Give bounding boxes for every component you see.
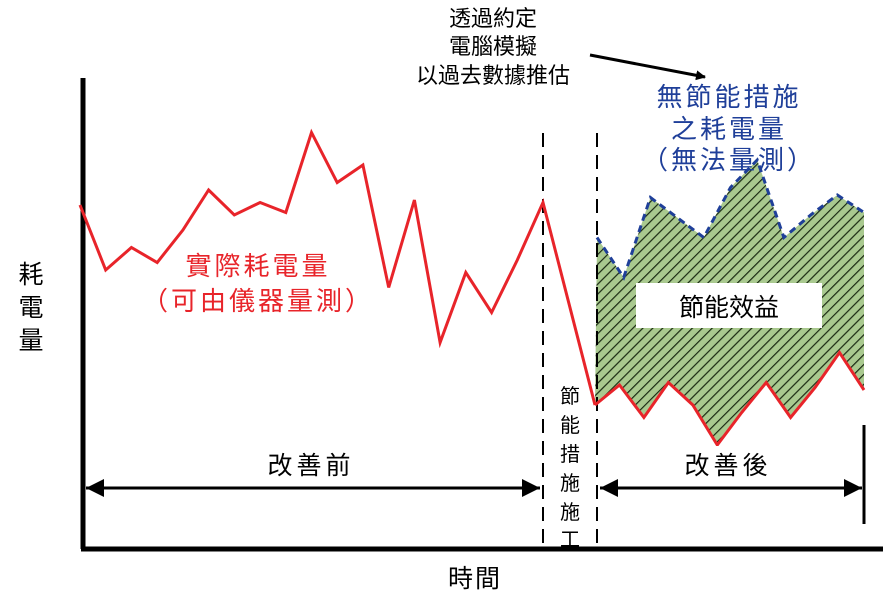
implementation-char: 能	[560, 413, 580, 437]
y-axis-label-char: 耗	[18, 260, 43, 289]
actual-consumption-line-after	[594, 349, 866, 448]
baseline-label-line: 之耗電量	[671, 115, 787, 145]
annotation-line: 以過去數據推估	[416, 64, 570, 89]
baseline-label: 無節能措施 之耗電量 （無法量測）	[642, 83, 816, 176]
y-axis-label-char: 量	[18, 326, 43, 355]
actual-label-line: （可由儀器量測）	[142, 287, 374, 317]
actual-label: 實際耗電量 （可由儀器量測）	[142, 252, 374, 317]
implementation-char: 施	[560, 500, 580, 524]
baseline-consumption-line	[595, 157, 865, 281]
annotation-line: 透過約定	[449, 7, 537, 32]
annotation-arrow	[589, 53, 706, 81]
after-arrow-right-head	[844, 479, 862, 497]
implementation-char: 施	[560, 471, 580, 495]
before-arrow-left-head	[86, 479, 104, 497]
implementation-char: 措	[560, 442, 580, 466]
before-label-bg	[250, 446, 370, 482]
implementation-label: 節 能 措 施 施 工	[560, 384, 580, 551]
annotation-line: 電腦模擬	[449, 35, 537, 60]
y-axis-label-char: 電	[18, 293, 43, 322]
y-axis-label: 耗 電 量	[18, 260, 43, 355]
before-arrow-right-head	[522, 479, 540, 497]
savings-label: 節能效益	[679, 293, 779, 322]
baseline-label-line: （無法量測）	[642, 146, 816, 176]
x-axis-label: 時間	[448, 564, 502, 591]
annotation: 透過約定 電腦模擬 以過去數據推估	[416, 7, 570, 89]
baseline-label-line: 無節能措施	[656, 83, 801, 113]
implementation-char: 節	[560, 384, 580, 408]
implementation-char: 工	[560, 527, 580, 551]
actual-consumption-line-before	[78, 128, 597, 406]
savings-label-box	[636, 283, 822, 328]
actual-label-line: 實際耗電量	[185, 252, 330, 282]
after-arrow-left-head	[600, 479, 618, 497]
after-label-bg	[667, 446, 787, 482]
after-label: 改善後	[684, 451, 771, 480]
before-label: 改善前	[267, 451, 354, 480]
